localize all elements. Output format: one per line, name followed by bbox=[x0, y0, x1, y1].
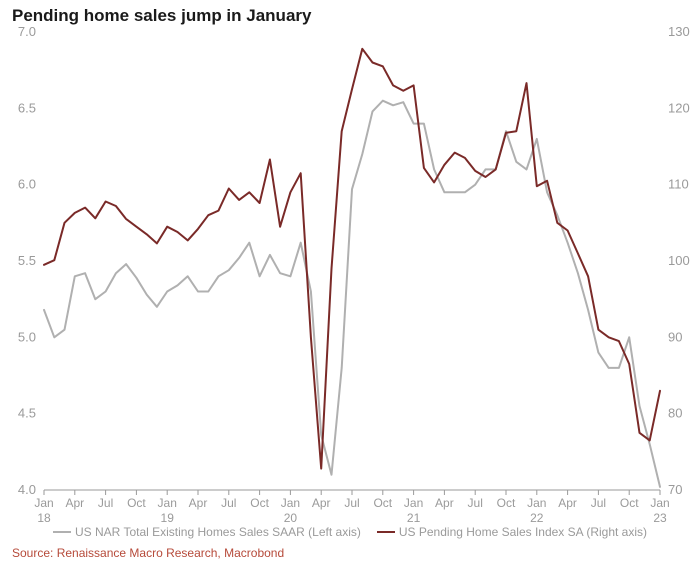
x-axis-month-label: Jul bbox=[468, 496, 483, 510]
x-axis-month-label: Oct bbox=[620, 496, 639, 510]
x-axis-month-label: Apr bbox=[189, 496, 208, 510]
x-axis-month-label: Apr bbox=[65, 496, 84, 510]
x-axis-month-label: Jul bbox=[98, 496, 113, 510]
x-axis-month-label: Oct bbox=[373, 496, 392, 510]
chart-container: Pending home sales jump in January 4.04.… bbox=[0, 0, 700, 570]
left-axis-tick-label: 5.0 bbox=[18, 329, 36, 344]
left-axis-tick-label: 4.5 bbox=[18, 406, 36, 421]
legend: US NAR Total Existing Homes Sales SAAR (… bbox=[0, 522, 700, 539]
x-axis-month-label: Apr bbox=[558, 496, 577, 510]
x-axis-month-label: Jul bbox=[344, 496, 359, 510]
left-axis-tick-label: 6.5 bbox=[18, 100, 36, 115]
x-axis-month-label: Oct bbox=[250, 496, 269, 510]
line-chart: 4.0 4.5 5.0 5.5 6.0 6.5 7.0 70 80 90 100 110 120 130 J… bbox=[0, 0, 700, 570]
left-axis-tick-label: 7.0 bbox=[18, 24, 36, 39]
right-axis-tick-label: 100 bbox=[668, 253, 690, 268]
x-axis-month-label: Jan bbox=[158, 496, 177, 510]
legend-label: US NAR Total Existing Homes Sales SAAR (… bbox=[75, 525, 361, 539]
x-axis-month-label: Jan bbox=[34, 496, 53, 510]
legend-label: US Pending Home Sales Index SA (Right ax… bbox=[399, 525, 647, 539]
right-axis-tick-label: 70 bbox=[668, 482, 682, 497]
x-axis-month-label: Oct bbox=[127, 496, 146, 510]
x-axis-month-label: Apr bbox=[312, 496, 331, 510]
right-axis-tick-label: 110 bbox=[668, 177, 689, 192]
source-attribution: Source: Renaissance Macro Research, Macr… bbox=[12, 546, 284, 560]
left-axis-tick-label: 6.0 bbox=[18, 177, 36, 192]
x-axis-month-label: Jul bbox=[221, 496, 236, 510]
x-axis-month-label: Jan bbox=[650, 496, 669, 510]
chart-title: Pending home sales jump in January bbox=[12, 6, 311, 26]
x-axis-month-label: Jul bbox=[591, 496, 606, 510]
legend-swatch bbox=[53, 531, 71, 533]
right-axis-tick-label: 130 bbox=[668, 24, 690, 39]
x-axis-month-label: Jan bbox=[527, 496, 546, 510]
series-existing bbox=[44, 101, 660, 487]
right-axis-tick-label: 90 bbox=[668, 329, 682, 344]
x-axis-month-label: Jan bbox=[281, 496, 300, 510]
left-axis-tick-label: 4.0 bbox=[18, 482, 36, 497]
x-axis-month-label: Jan bbox=[404, 496, 423, 510]
x-axis-month-label: Apr bbox=[435, 496, 454, 510]
legend-swatch bbox=[377, 531, 395, 533]
left-axis-tick-label: 5.5 bbox=[18, 253, 36, 268]
right-axis-tick-label: 120 bbox=[668, 100, 690, 115]
legend-item-pending: US Pending Home Sales Index SA (Right ax… bbox=[377, 525, 647, 539]
series-pending bbox=[44, 49, 660, 469]
legend-item-existing: US NAR Total Existing Homes Sales SAAR (… bbox=[53, 525, 361, 539]
right-axis-tick-label: 80 bbox=[668, 406, 682, 421]
x-axis-month-label: Oct bbox=[497, 496, 516, 510]
